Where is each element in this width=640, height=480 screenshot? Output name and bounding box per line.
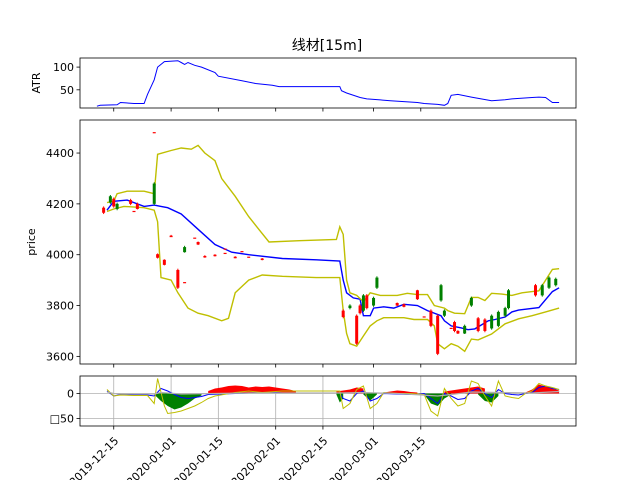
candle-body bbox=[361, 295, 365, 311]
candle-body bbox=[469, 297, 473, 306]
candle-body bbox=[183, 247, 187, 253]
x-tick-label: 2020-02-01 bbox=[229, 434, 283, 480]
candle-body bbox=[341, 310, 345, 317]
candle-body bbox=[372, 297, 376, 306]
x-tick-label: 2020-01-15 bbox=[172, 434, 226, 480]
candle-body bbox=[456, 330, 460, 334]
candle-body bbox=[355, 315, 359, 344]
price-y-tick-label: 4400 bbox=[46, 147, 74, 160]
price-y-tick-label: 3600 bbox=[46, 350, 74, 363]
osc-fill-area bbox=[208, 385, 296, 394]
candle-body bbox=[162, 259, 166, 265]
candle-body bbox=[260, 258, 264, 261]
x-tick-label: 2019-12-15 bbox=[67, 434, 121, 480]
price-y-tick-label: 4200 bbox=[46, 198, 74, 211]
x-tick-label: 2020-03-15 bbox=[374, 434, 428, 480]
candle-body bbox=[439, 285, 443, 301]
chart-title: 线材[15m] bbox=[292, 38, 362, 54]
candle-body bbox=[203, 255, 207, 258]
osc-y-tick-label: 0 bbox=[67, 388, 74, 401]
candle-body bbox=[375, 277, 379, 288]
candle-body bbox=[415, 290, 419, 300]
osc-y-tick-label: □50 bbox=[50, 413, 74, 426]
x-tick-label: 2020-01-01 bbox=[124, 434, 178, 480]
price-upper-line bbox=[106, 144, 560, 315]
osc-osc2-line bbox=[106, 390, 560, 397]
price-lower-line bbox=[106, 205, 560, 353]
atr-panel: 50 100 ATR bbox=[30, 57, 577, 112]
atr-line bbox=[96, 60, 560, 107]
candle-body bbox=[169, 235, 173, 238]
candle-body bbox=[213, 254, 217, 257]
atr-y-tick-label: 50 bbox=[60, 84, 74, 97]
oscillator-axes-frame bbox=[79, 375, 577, 427]
candle-body bbox=[503, 308, 507, 316]
candle-body bbox=[490, 315, 494, 329]
atr-y-tick-label: 100 bbox=[53, 61, 74, 74]
osc-osc-line bbox=[106, 378, 560, 417]
candle-body bbox=[135, 203, 139, 209]
candle-body bbox=[540, 285, 544, 296]
price-panel: 3600 3800 4000 4200 4400 price bbox=[25, 119, 577, 368]
candle-body bbox=[402, 304, 406, 307]
price-axes-frame bbox=[79, 119, 577, 365]
candle-body bbox=[534, 285, 538, 296]
candle-body bbox=[507, 290, 511, 309]
candle-body bbox=[483, 319, 487, 331]
candle-body bbox=[429, 310, 433, 326]
price-y-tick-label: 3800 bbox=[46, 300, 74, 313]
candle-body bbox=[196, 242, 200, 245]
candle-body bbox=[463, 325, 467, 334]
candle-body bbox=[152, 183, 156, 204]
candle-body bbox=[348, 305, 352, 309]
x-tick-label: 2020-03-01 bbox=[327, 434, 381, 480]
osc-fill-area bbox=[424, 393, 452, 406]
candle-body bbox=[436, 315, 440, 354]
candle-body bbox=[554, 278, 558, 286]
price-y-tick-label: 4000 bbox=[46, 249, 74, 262]
osc-fill-area bbox=[154, 393, 202, 410]
candle-body bbox=[395, 303, 399, 306]
candle-body bbox=[476, 318, 480, 331]
candle-body bbox=[442, 310, 446, 316]
atr-ylabel: ATR bbox=[30, 72, 43, 93]
candle-body bbox=[233, 256, 237, 259]
candle-body bbox=[115, 203, 119, 209]
candle-body bbox=[365, 295, 369, 309]
candle-body bbox=[358, 305, 362, 314]
candle-body bbox=[176, 269, 180, 288]
candle-body bbox=[112, 198, 116, 207]
candle-body bbox=[108, 196, 112, 203]
price-ylabel: price bbox=[25, 228, 38, 256]
candle-body bbox=[156, 254, 160, 258]
candle-body bbox=[129, 200, 133, 204]
candle-body bbox=[453, 322, 457, 331]
x-tick-label: 2020-02-15 bbox=[276, 434, 330, 480]
candle-body bbox=[496, 311, 500, 326]
candle-body bbox=[547, 277, 551, 288]
candle-body bbox=[102, 207, 106, 213]
atr-axes-frame bbox=[79, 57, 577, 109]
price-mid-line bbox=[106, 199, 560, 331]
